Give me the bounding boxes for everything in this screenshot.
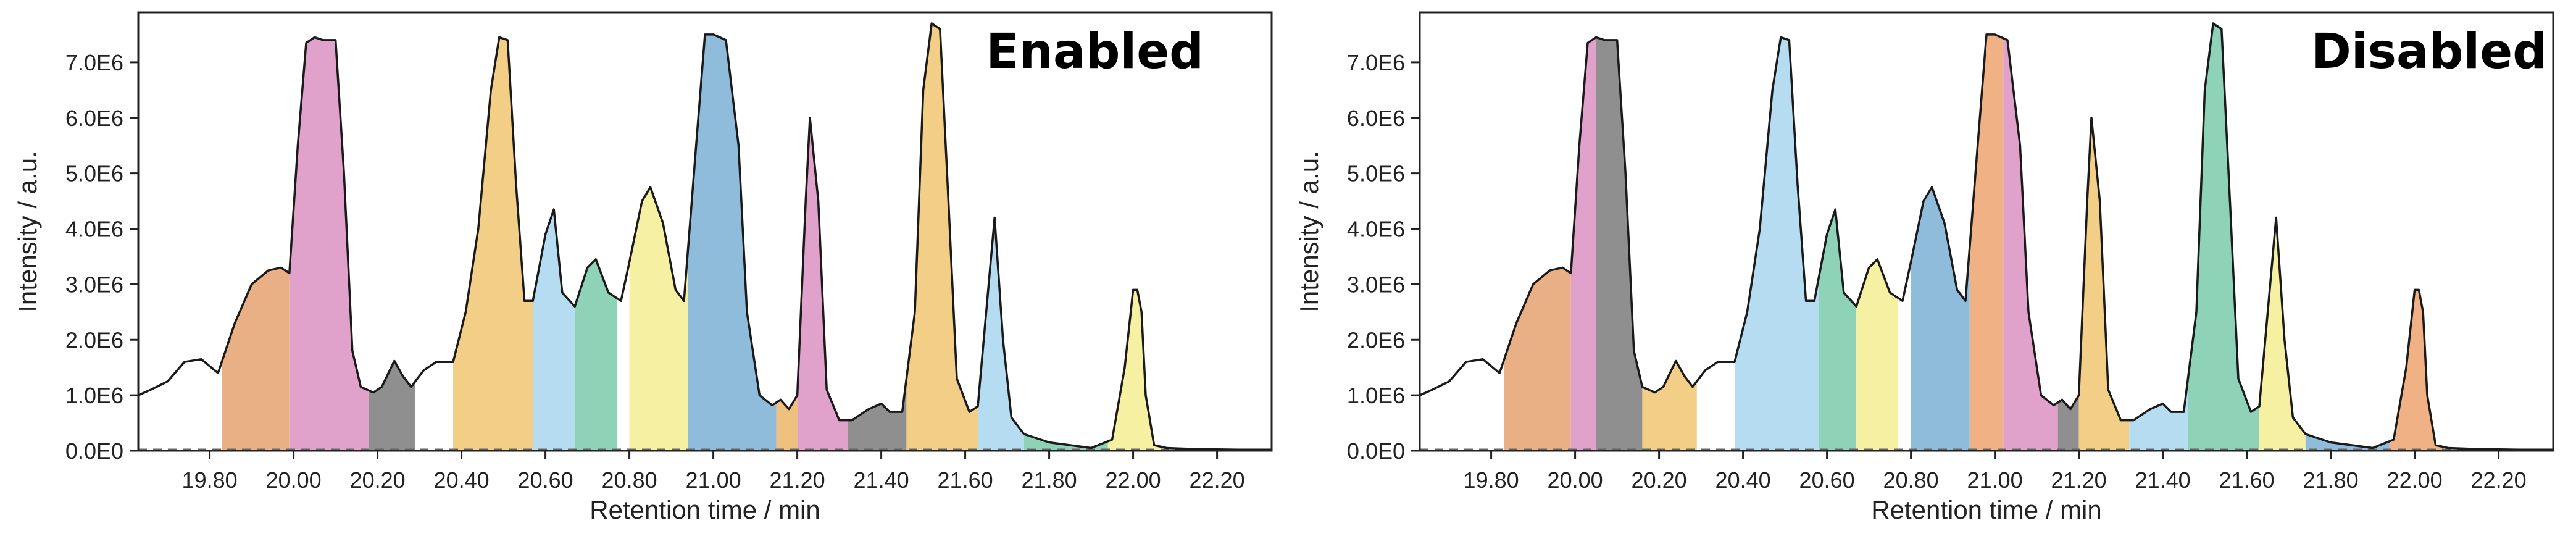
peak-area-3: [1642, 361, 1697, 451]
peak-area-7: [629, 187, 688, 451]
x-tick-label: 22.20: [1190, 467, 1245, 493]
x-tick-label: 21.80: [2303, 467, 2359, 493]
peak-area-5: [575, 259, 617, 451]
chromatogram-trace: [1420, 22, 2553, 451]
peak-area-11: [848, 379, 907, 451]
x-tick-label: 21.00: [1967, 467, 2023, 493]
peak-area-8: [688, 34, 777, 451]
chromatogram-trace: [138, 22, 1272, 451]
peak-area-16: [2305, 434, 2390, 451]
y-axis-label: Intensity / a.u.: [13, 151, 42, 312]
peak-area-12: [906, 23, 978, 451]
peak-area-15: [1107, 290, 1163, 451]
peak-area-10: [797, 117, 848, 451]
peak-area-2: [1596, 37, 1643, 451]
chart-panel-enabled: 19.80 20.00 20.20 20.40 20.60 20.80 21.00 21.20…: [13, 11, 1273, 524]
peak-area-4: [1735, 37, 1819, 451]
y-tick-label: 0.0E0: [65, 438, 123, 464]
y-tick-label: 6.0E6: [65, 106, 123, 131]
peak-area-17: [2389, 290, 2445, 451]
peak-area-14: [2188, 23, 2259, 451]
peak-area-13: [2129, 379, 2188, 451]
x-tick-label: 20.60: [518, 467, 573, 493]
y-tick-label: 7.0E6: [65, 50, 123, 75]
x-tick-label: 21.20: [770, 467, 825, 493]
peak-area-12: [2078, 117, 2130, 451]
plot-frame: [1419, 11, 2554, 452]
x-tick-label: 22.00: [1106, 467, 1161, 493]
y-tick-label: 1.0E6: [65, 383, 123, 408]
y-axis-label: Intensity / a.u.: [1294, 151, 1323, 312]
peak-area-11: [2057, 395, 2079, 451]
y-tick-label: 6.0E6: [1347, 106, 1405, 131]
peak-area-4: [533, 209, 575, 451]
y-tick-label: 1.0E6: [1347, 383, 1405, 408]
y-tick-label: 4.0E6: [65, 217, 123, 242]
x-tick-label: 20.80: [602, 467, 657, 493]
x-tick-label: 21.80: [1022, 467, 1077, 493]
plot-frame: [137, 11, 1273, 452]
peak-area-1: [289, 37, 369, 451]
y-tick-label: 5.0E6: [1347, 161, 1405, 186]
y-tick-label: 5.0E6: [65, 161, 123, 186]
peak-area-0: [1504, 267, 1571, 451]
peak-area-9: [776, 395, 798, 451]
x-tick-label: 20.20: [350, 467, 406, 493]
x-tick-label: 21.20: [2051, 467, 2107, 493]
panel-title: Disabled: [2311, 24, 2547, 80]
y-tick-label: 7.0E6: [1347, 50, 1405, 75]
x-axis-label: Retention time / min: [1871, 495, 2102, 524]
peak-area-15: [2259, 217, 2306, 451]
peak-area-9: [1969, 34, 2004, 451]
y-tick-label: 3.0E6: [65, 272, 123, 297]
y-tick-label: 4.0E6: [1347, 217, 1405, 242]
y-tick-label: 2.0E6: [65, 327, 123, 353]
x-tick-label: 21.00: [686, 467, 741, 493]
x-tick-label: 19.80: [182, 467, 238, 493]
panel-title: Enabled: [986, 24, 1204, 80]
peak-area-7: [1898, 262, 1911, 451]
peak-area-1: [1570, 37, 1596, 451]
x-tick-label: 22.20: [2471, 467, 2527, 493]
x-axis-label: Retention time / min: [590, 495, 820, 524]
peak-area-6: [617, 262, 630, 451]
x-tick-label: 20.20: [1632, 467, 1687, 493]
peak-area-2: [369, 361, 415, 451]
x-tick-label: 20.80: [1883, 467, 1939, 493]
x-tick-label: 21.40: [854, 467, 909, 493]
x-tick-label: 20.40: [1715, 467, 1771, 493]
x-tick-label: 20.40: [434, 467, 490, 493]
chart-panel-disabled: 19.80 20.00 20.20 20.40 20.60 20.80 21.00 21.20…: [1294, 11, 2554, 524]
peak-area-6: [1856, 259, 1899, 451]
y-tick-label: 0.0E0: [1347, 438, 1405, 464]
peak-area-5: [1819, 209, 1857, 451]
peak-area-13: [978, 217, 1024, 451]
x-tick-label: 19.80: [1464, 467, 1519, 493]
peak-area-14: [1023, 434, 1108, 451]
peak-area-8: [1911, 187, 1970, 451]
x-tick-label: 21.40: [2135, 467, 2191, 493]
plot-area: [1420, 22, 2553, 451]
x-tick-label: 20.00: [1548, 467, 1603, 493]
x-tick-label: 21.60: [938, 467, 993, 493]
y-tick-label: 3.0E6: [1347, 272, 1405, 297]
plot-area: [138, 22, 1272, 451]
peak-area-10: [2003, 38, 2058, 451]
peak-area-0: [222, 267, 290, 451]
y-tick-label: 2.0E6: [1347, 327, 1405, 353]
x-tick-label: 22.00: [2387, 467, 2443, 493]
x-tick-label: 20.00: [266, 467, 322, 493]
x-tick-label: 21.60: [2219, 467, 2275, 493]
x-tick-label: 20.60: [1799, 467, 1855, 493]
